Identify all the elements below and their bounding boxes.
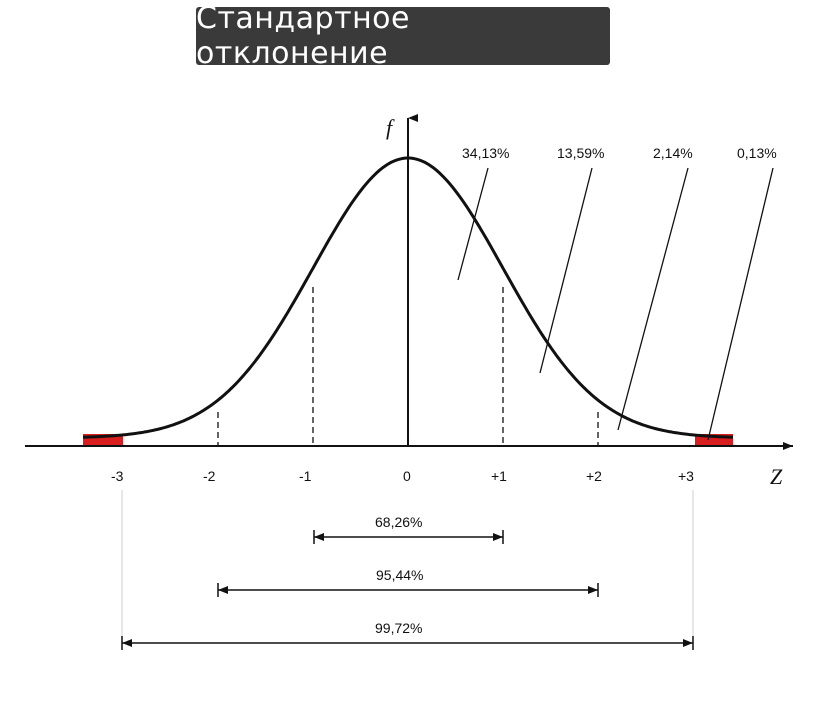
callout-label: 34,13% — [462, 145, 509, 161]
callout-leader — [617, 167, 689, 431]
callout-label: 13,59% — [557, 145, 604, 161]
tick-label: -3 — [111, 468, 124, 484]
bell-curve — [82, 156, 734, 439]
callout-label: 2,14% — [653, 145, 693, 161]
range-99: 99,72% — [121, 620, 694, 650]
range-label: 95,44% — [376, 567, 423, 583]
callout-leader — [457, 167, 489, 281]
tick-label: 0 — [403, 468, 411, 484]
callout-leader — [539, 167, 593, 374]
x-axis-label: Z — [770, 464, 783, 489]
left-tail-highlight — [83, 434, 123, 445]
range-95: 95,44% — [217, 567, 599, 597]
tick-label: -1 — [299, 468, 312, 484]
x-tick-labels: -3 -2 -1 0 +1 +2 +3 — [111, 468, 694, 484]
y-axis-label: f — [386, 115, 395, 140]
callout-leader — [707, 167, 774, 441]
tick-label: +3 — [678, 468, 694, 484]
page-title: Стандартное отклонение — [196, 1, 610, 71]
tick-label: -2 — [203, 468, 216, 484]
right-tail-highlight — [695, 434, 733, 445]
callouts: 34,13% 13,59% 2,14% 0,13% — [457, 145, 777, 441]
range-68: 68,26% — [313, 514, 504, 544]
tick-label: +1 — [491, 468, 507, 484]
range-label: 99,72% — [375, 620, 422, 636]
range-label: 68,26% — [375, 514, 422, 530]
sd-dashed-lines — [217, 287, 599, 446]
callout-label: 0,13% — [737, 145, 777, 161]
tick-label: +2 — [586, 468, 602, 484]
